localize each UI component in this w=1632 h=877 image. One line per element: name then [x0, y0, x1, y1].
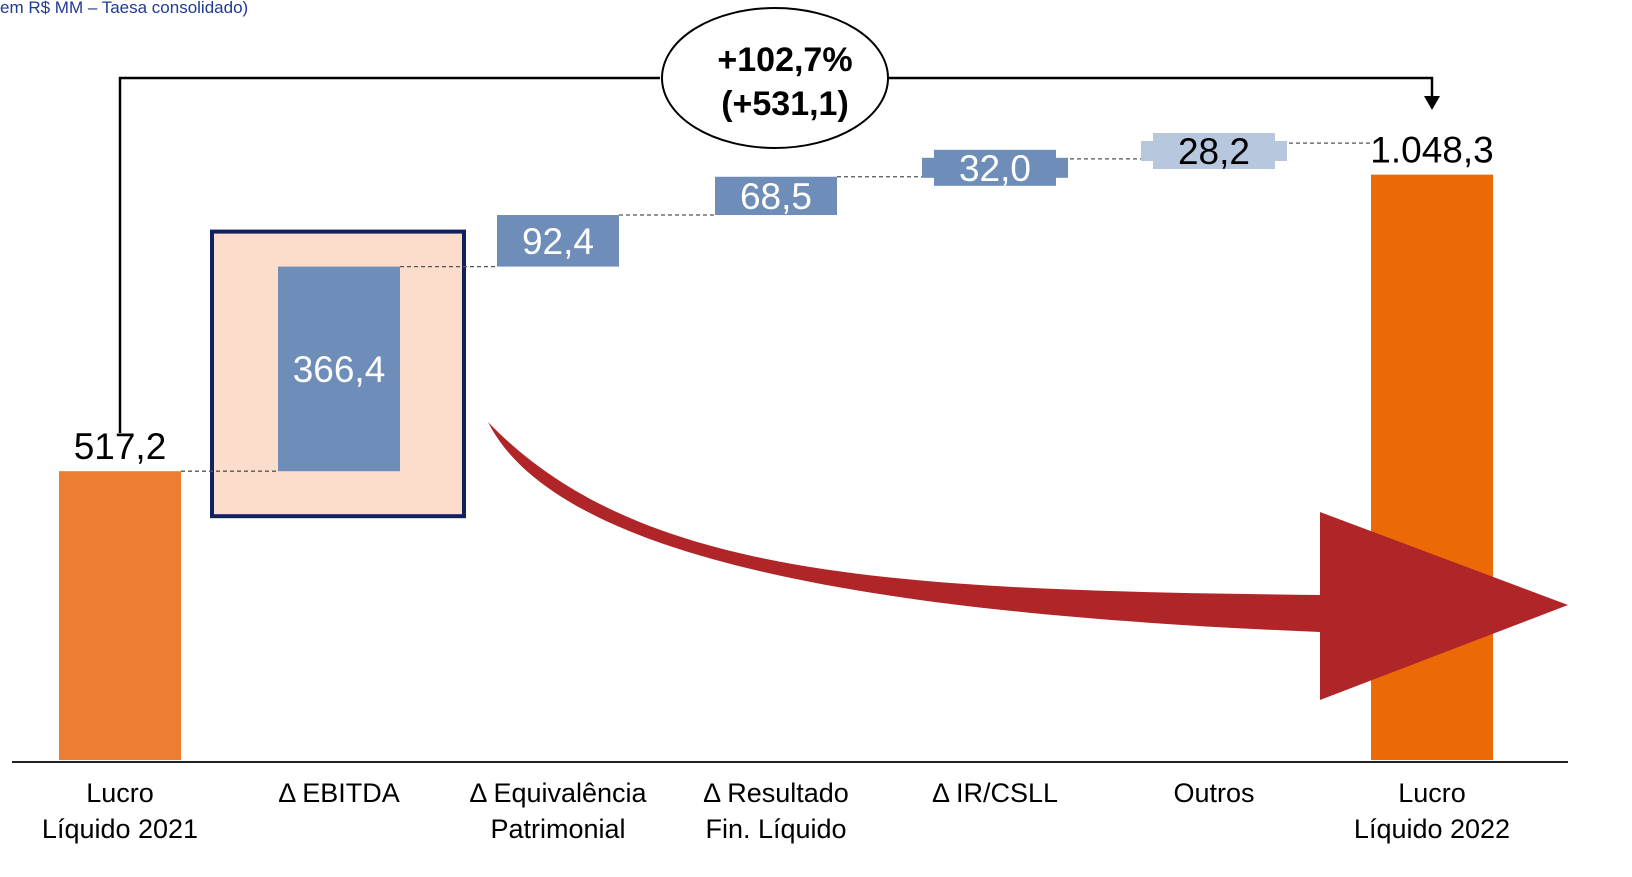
- bar-tab-4: [922, 157, 1068, 178]
- chart-subtitle: em R$ MM – Taesa consolidado): [0, 0, 249, 17]
- variation-absolute: (+531,1): [721, 85, 849, 123]
- category-label-0: Lucro: [86, 778, 154, 808]
- category-label-0: Líquido 2021: [42, 814, 198, 844]
- value-label-0: 517,2: [74, 426, 167, 467]
- bar-1: [278, 266, 400, 472]
- category-label-1: Δ EBITDA: [278, 778, 400, 808]
- category-label-2: Patrimonial: [490, 814, 625, 844]
- category-label-6: Lucro: [1398, 778, 1466, 808]
- value-label-1: 366,4: [293, 349, 386, 390]
- bracket-arrowhead: [1424, 96, 1440, 110]
- value-label-4: 32,0: [959, 148, 1031, 189]
- category-label-3: Fin. Líquido: [705, 814, 846, 844]
- category-label-4: Δ IR/CSLL: [932, 778, 1058, 808]
- category-label-6: Líquido 2022: [1354, 814, 1510, 844]
- bracket-right: [884, 76, 1434, 98]
- bar-0: [59, 471, 181, 760]
- category-label-3: Δ Resultado: [703, 778, 849, 808]
- value-label-5: 28,2: [1178, 131, 1250, 172]
- bar-3: [715, 176, 837, 216]
- curved-arrow: [488, 422, 1568, 700]
- bracket-left: [118, 76, 660, 433]
- bar-2: [497, 215, 619, 267]
- value-label-2: 92,4: [522, 221, 594, 262]
- category-label-2: Δ Equivalência: [469, 778, 647, 808]
- variation-ellipse: [661, 7, 889, 149]
- bar-tab-5: [1141, 141, 1287, 162]
- value-label-6: 1.048,3: [1370, 130, 1493, 171]
- value-label-3: 68,5: [740, 176, 812, 217]
- variation-callout-text: +102,7% (+531,1): [690, 38, 880, 126]
- variation-percent: +102,7%: [717, 41, 853, 79]
- category-label-5: Outros: [1173, 778, 1254, 808]
